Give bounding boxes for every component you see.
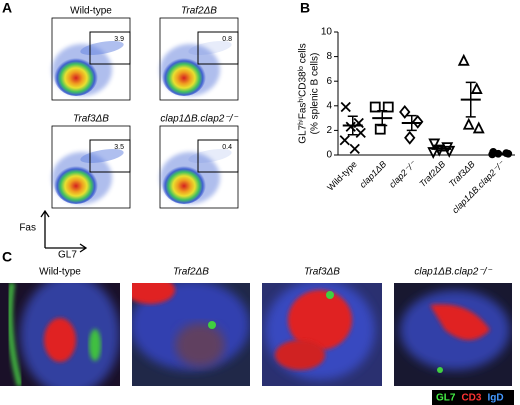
x-tick-label: Traf2ΔB — [417, 159, 447, 189]
data-point — [399, 105, 411, 119]
axis-label: Fas — [19, 223, 36, 234]
error-bar — [495, 152, 506, 156]
flow-core — [54, 164, 98, 204]
image-title: Wild-type — [39, 267, 81, 278]
data-point — [340, 101, 351, 113]
legend-label: IgD — [487, 393, 503, 404]
image-title: clap1ΔB.clap2⁻/⁻ — [414, 267, 492, 278]
data-point — [412, 114, 424, 129]
error-bar — [406, 114, 417, 132]
flow-density — [160, 40, 232, 96]
data-point — [404, 130, 416, 145]
data-point — [472, 121, 485, 134]
micrograph — [0, 283, 512, 386]
data-point — [345, 121, 356, 132]
panel-letter: A — [2, 0, 12, 16]
data-point — [462, 117, 475, 130]
legend-box — [432, 390, 514, 405]
image-title: Traf2ΔB — [173, 267, 209, 278]
data-point — [355, 127, 366, 138]
x-tick-label: Wild-type — [325, 159, 359, 193]
x-tick-label: clap1ΔB — [358, 159, 389, 190]
gate-value: 3.5 — [114, 144, 124, 151]
data-point — [457, 53, 470, 66]
flow-tail — [188, 40, 232, 56]
flow-density — [52, 148, 124, 204]
flow-core — [54, 56, 98, 96]
plot-title: Traf3ΔB — [73, 114, 109, 125]
legend-label: GL7 — [436, 393, 456, 404]
gate-value: 0.8 — [222, 36, 232, 43]
x-tick-label: Traf3ΔB — [447, 159, 477, 189]
gate — [197, 31, 239, 65]
error-bar — [436, 146, 447, 152]
gate — [89, 31, 131, 65]
y-tick-label: 6 — [326, 76, 332, 87]
y-tick-label: 10 — [321, 27, 333, 38]
axis-label: GL7 — [58, 250, 77, 261]
y-axis-title: GL7ʰⁱFasʰⁱCD38ˡᵒ cells — [298, 43, 309, 144]
data-point — [339, 135, 350, 146]
plot-title: clap1ΔB.clap2⁻/⁻ — [160, 114, 238, 125]
y-axis-title: (% splenic B cells) — [310, 53, 321, 135]
flow-tail — [80, 148, 124, 164]
data-point — [349, 143, 360, 154]
plot-title: Wild-type — [70, 6, 112, 17]
error-bar — [465, 81, 476, 118]
flow-density — [160, 148, 232, 204]
data-point — [428, 138, 441, 151]
gate-value: 0.4 — [222, 144, 232, 151]
flow-density — [52, 40, 124, 96]
data-point — [470, 82, 483, 94]
flow-tail — [188, 148, 232, 164]
gate — [89, 139, 131, 173]
y-tick-label: 2 — [326, 125, 332, 136]
x-tick-label: clap1ΔB.clap2⁻/⁻ — [450, 158, 507, 215]
flow-core — [162, 56, 206, 96]
y-tick-label: 8 — [326, 51, 332, 62]
flow-core — [162, 164, 206, 204]
data-point — [369, 101, 381, 113]
image-title: Traf3ΔB — [304, 267, 340, 278]
error-bar — [347, 115, 358, 136]
axis-arrows — [40, 209, 88, 253]
flow-tail — [80, 40, 124, 56]
plot-title: Traf2ΔB — [181, 6, 217, 17]
y-tick-label: 4 — [326, 100, 332, 111]
gate-value: 3.9 — [114, 36, 124, 43]
y-tick-label: 0 — [326, 150, 332, 161]
legend-label: CD3 — [461, 393, 481, 404]
x-tick-label: clap2⁻/⁻ — [387, 158, 419, 190]
data-point — [374, 123, 386, 135]
panel-letter: B — [300, 0, 310, 16]
panel-letter: C — [2, 249, 12, 265]
gate — [197, 139, 239, 173]
data-point — [443, 145, 456, 158]
data-point — [382, 101, 394, 113]
error-bar — [377, 109, 388, 127]
